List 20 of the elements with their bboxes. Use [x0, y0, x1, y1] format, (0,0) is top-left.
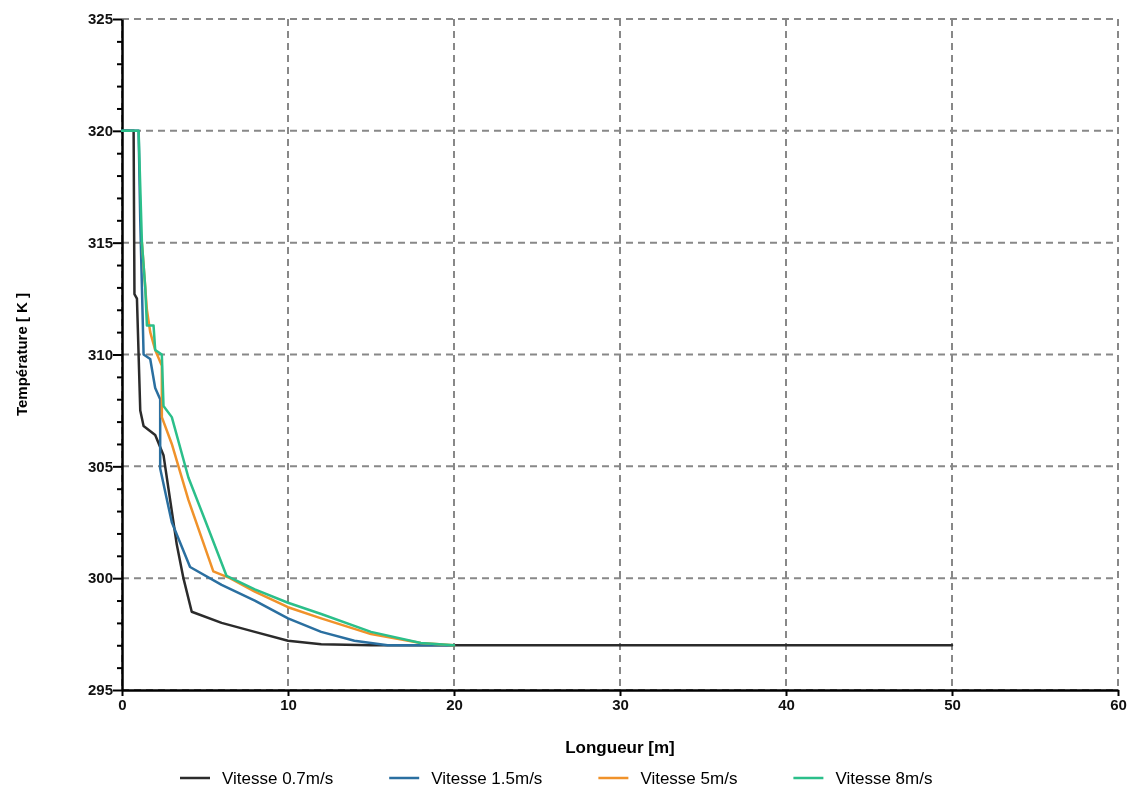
x-tick-label: 30	[612, 695, 629, 713]
y-tick-label: 310	[87, 345, 113, 363]
y-tick-label: 320	[87, 122, 113, 140]
x-tick-label: 60	[1110, 695, 1127, 713]
x-tick-label: 50	[944, 695, 961, 713]
x-tick-label: 0	[118, 695, 127, 713]
y-tick-label: 325	[87, 10, 113, 28]
legend-label: Vitesse 8m/s	[835, 769, 933, 788]
y-tick-label: 300	[87, 569, 113, 587]
y-axis-title: Température [ K ]	[13, 292, 30, 417]
y-tick-label: 315	[87, 233, 113, 251]
legend-label: Vitesse 5m/s	[640, 769, 738, 788]
x-axis-title: Longueur [m]	[565, 738, 675, 757]
legend-label: Vitesse 0.7m/s	[222, 769, 334, 788]
x-tick-label: 40	[778, 695, 795, 713]
y-tick-label: 295	[87, 681, 113, 699]
legend-label: Vitesse 1.5m/s	[431, 769, 543, 788]
x-tick-label: 20	[446, 695, 463, 713]
x-tick-label: 10	[280, 695, 297, 713]
y-tick-label: 305	[87, 457, 113, 475]
